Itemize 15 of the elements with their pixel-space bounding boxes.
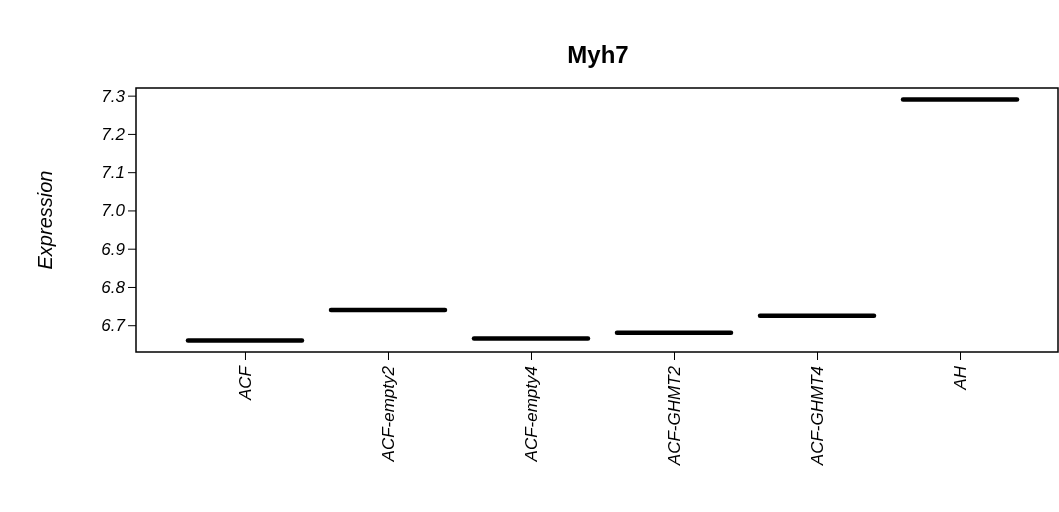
x-tick-label: ACF-GHMT2 xyxy=(665,365,685,467)
y-tick-label: 7.2 xyxy=(101,124,126,144)
y-axis-title: Expression xyxy=(34,170,56,270)
x-tick-label: AH xyxy=(951,365,971,391)
y-tick-label: 6.7 xyxy=(101,316,126,336)
y-tick-label: 6.9 xyxy=(101,239,126,259)
x-tick-label: ACF-GHMT4 xyxy=(808,366,828,467)
y-tick-label: 7.3 xyxy=(101,86,126,106)
x-tick-label: ACF-empty2 xyxy=(379,365,399,463)
y-tick-label: 7.0 xyxy=(101,201,126,221)
y-tick-label: 7.1 xyxy=(101,163,125,183)
y-tick-label: 6.8 xyxy=(101,277,126,297)
chart-title: Myh7 xyxy=(567,41,629,68)
x-tick-label: ACF xyxy=(236,364,256,401)
x-tick-label: ACF-empty4 xyxy=(522,366,542,463)
